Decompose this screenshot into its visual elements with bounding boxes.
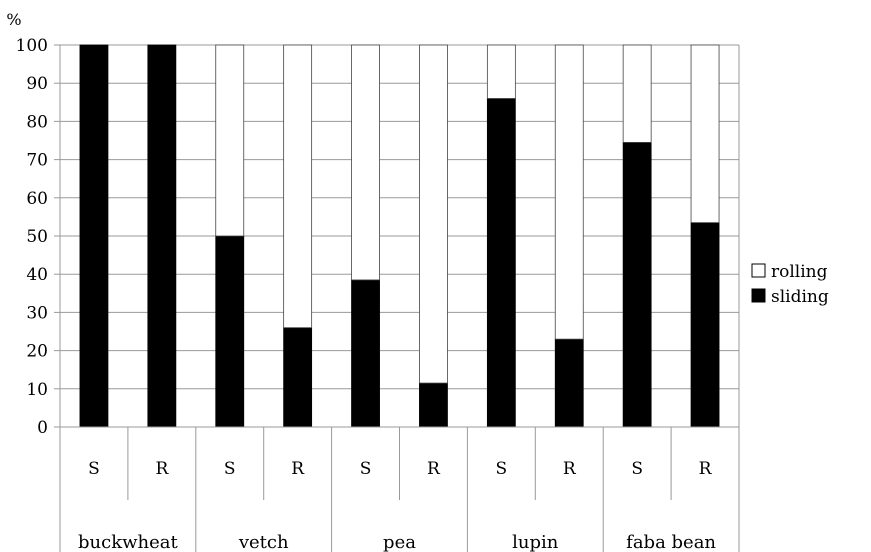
bar-sliding-8: [554, 338, 584, 428]
bar-rolling-5: [351, 44, 380, 281]
bar-sliding-2: [147, 44, 177, 428]
bar-rolling-7: [486, 44, 516, 99]
category-label: S: [631, 459, 643, 479]
group-label: faba bean: [626, 532, 716, 552]
category-label: R: [291, 459, 305, 479]
category-label: R: [699, 459, 713, 479]
category-label: R: [155, 459, 169, 479]
category-label: S: [496, 459, 508, 479]
category-label: S: [224, 459, 236, 479]
group-label: buckwheat: [78, 532, 178, 552]
bar-sliding-3: [215, 235, 245, 428]
group-label: vetch: [238, 532, 289, 552]
bar-sliding-10: [690, 222, 720, 428]
bar-sliding-7: [486, 98, 516, 428]
bar-sliding-6: [419, 382, 448, 428]
group-label: pea: [383, 532, 416, 552]
y-tick-label: 80: [26, 112, 48, 132]
y-tick-label: 50: [26, 227, 48, 247]
category-label: S: [88, 459, 100, 479]
y-tick-label: 10: [26, 380, 48, 400]
y-tick-label: 100: [16, 36, 48, 56]
y-tick-label: 30: [26, 303, 48, 323]
bar-rolling-8: [554, 44, 584, 340]
bar-sliding-9: [622, 142, 652, 428]
bar-sliding-1: [79, 44, 109, 428]
bar-sliding-4: [283, 327, 313, 428]
bar-rolling-6: [419, 44, 448, 384]
category-label: R: [427, 459, 441, 479]
legend-swatch-sliding: [751, 288, 766, 303]
category-label: S: [360, 459, 372, 479]
y-tick-label: 70: [26, 151, 48, 171]
bar-rolling-4: [283, 44, 313, 329]
bar-sliding-5: [351, 279, 380, 428]
bar-rolling-10: [690, 44, 720, 224]
y-tick-label: 40: [26, 265, 48, 285]
y-unit-label: %: [6, 10, 21, 29]
y-tick-label: 90: [26, 74, 48, 94]
legend-swatch-rolling: [751, 263, 766, 278]
legend-label: sliding: [771, 287, 829, 307]
y-tick-label: 0: [37, 418, 48, 438]
legend-label: rolling: [771, 262, 828, 282]
category-label: R: [563, 459, 577, 479]
group-label: lupin: [512, 532, 559, 552]
bar-rolling-9: [622, 44, 652, 143]
bar-rolling-3: [215, 44, 245, 237]
y-tick-label: 60: [26, 189, 48, 209]
y-tick-label: 20: [26, 342, 48, 362]
